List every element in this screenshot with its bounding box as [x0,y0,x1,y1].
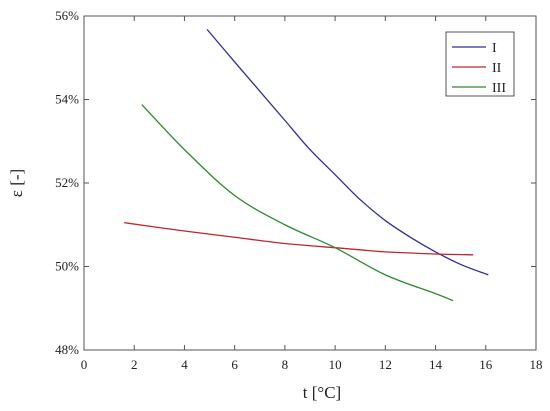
y-tick-label: 50% [55,259,79,274]
y-tick-label: 48% [55,342,79,357]
legend-label-i: I [492,41,497,56]
x-tick-label: 2 [131,357,138,372]
legend-box [445,31,515,97]
y-tick-label: 56% [55,8,79,23]
x-tick-label: 12 [379,357,392,372]
x-tick-label: 16 [479,357,493,372]
x-tick-label: 0 [81,357,88,372]
y-axis-title: ε [-] [7,169,26,197]
series-line-iii [141,104,454,302]
legend-label-ii: II [492,61,502,76]
series-line-i [206,28,489,276]
x-ticks: 0 2 4 6 8 10 12 14 16 18 [81,16,543,372]
y-ticks: 48% 50% 52% 54% 56% [55,8,536,357]
x-tick-label: 4 [181,357,188,372]
legend-label-iii: III [492,81,506,96]
y-tick-label: 54% [55,92,79,107]
y-tick-label: 52% [55,175,79,190]
x-tick-label: 8 [282,357,289,372]
x-tick-label: 6 [231,357,238,372]
x-tick-label: 10 [329,357,342,372]
x-tick-label: 14 [429,357,443,372]
x-axis-title: t [°C] [303,383,341,402]
x-tick-label: 18 [530,357,543,372]
series-lines [124,28,489,302]
